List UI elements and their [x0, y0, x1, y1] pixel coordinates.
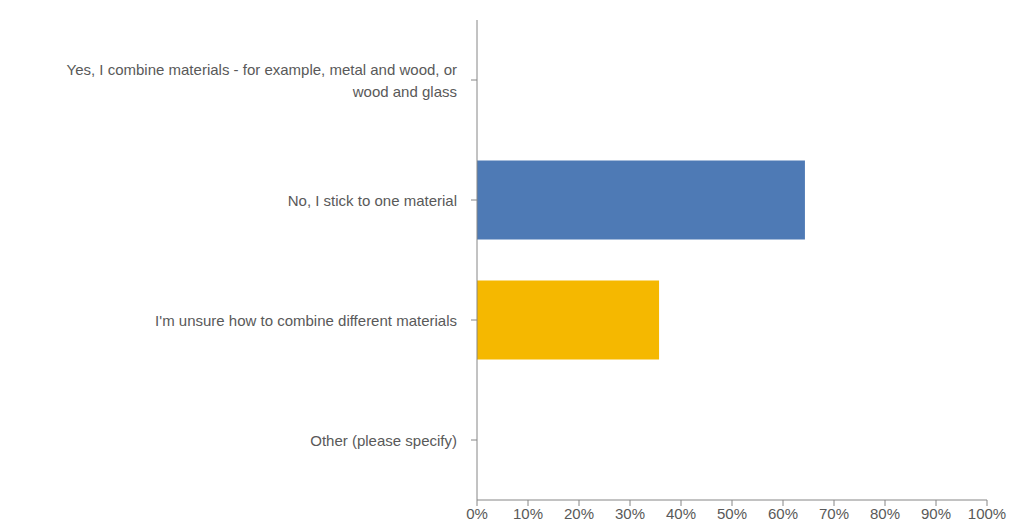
svg-text:Other (please specify): Other (please specify)	[310, 432, 457, 449]
svg-text:0%: 0%	[466, 505, 488, 522]
svg-text:No, I stick to one material: No, I stick to one material	[288, 192, 457, 209]
svg-text:I'm unsure how to combine diff: I'm unsure how to combine different mate…	[155, 312, 457, 329]
svg-text:70%: 70%	[819, 505, 849, 522]
svg-text:10%: 10%	[513, 505, 543, 522]
svg-text:60%: 60%	[768, 505, 798, 522]
svg-text:50%: 50%	[717, 505, 747, 522]
svg-text:30%: 30%	[615, 505, 645, 522]
svg-text:Yes, I combine materials - for: Yes, I combine materials - for example, …	[67, 61, 457, 100]
svg-text:20%: 20%	[564, 505, 594, 522]
svg-text:100%: 100%	[968, 505, 1006, 522]
svg-text:40%: 40%	[666, 505, 696, 522]
svg-text:80%: 80%	[870, 505, 900, 522]
svg-text:90%: 90%	[921, 505, 951, 522]
